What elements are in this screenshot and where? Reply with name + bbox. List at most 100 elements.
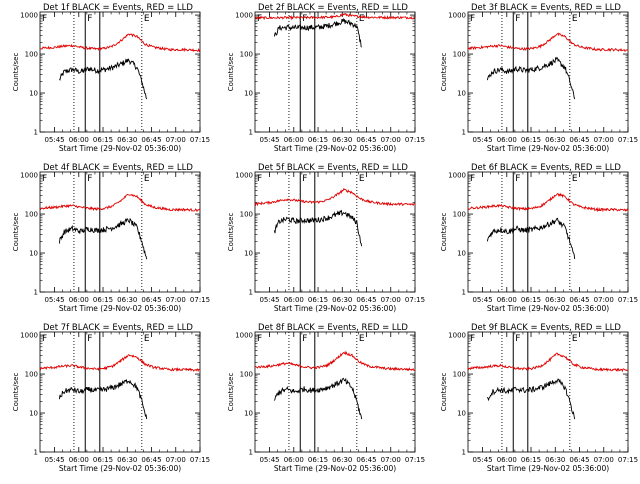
interval-flag: F <box>470 14 475 24</box>
interval-flag: E <box>572 14 578 24</box>
y-tick-label: 1000 <box>20 172 38 180</box>
y-tick-label: 1 <box>34 289 38 297</box>
y-axis-label: Counts/sec <box>12 213 20 252</box>
x-tick-label: 07:00 <box>166 456 186 464</box>
series-line-events <box>58 217 148 260</box>
interval-flag: F <box>42 334 47 344</box>
y-axis-label: Counts/sec <box>440 53 448 92</box>
x-tick-label: 07:00 <box>381 456 401 464</box>
interval-flag: E <box>144 334 150 344</box>
plot-frame <box>39 331 201 453</box>
x-tick-label: 06:00 <box>284 456 304 464</box>
y-tick-label: 1000 <box>448 12 466 20</box>
series-line-lld <box>39 193 201 212</box>
y-axis-label: Counts/sec <box>12 53 20 92</box>
interval-flag: F <box>302 14 307 24</box>
x-tick-label: 06:45 <box>356 136 376 144</box>
y-axis-label: Counts/sec <box>227 53 235 92</box>
x-tick-label: 06:00 <box>497 296 517 304</box>
x-axis-label: Start Time (29-Nov-02 05:36:00) <box>59 144 181 153</box>
series-line-events <box>273 209 363 247</box>
plot-frame <box>254 171 416 293</box>
y-tick-label: 1000 <box>20 12 38 20</box>
interval-flag: F <box>302 334 307 344</box>
x-tick-label: 06:00 <box>497 456 517 464</box>
series-line-lld <box>254 12 416 21</box>
x-tick-label: 05:45 <box>259 296 279 304</box>
x-tick-label: 05:45 <box>44 136 64 144</box>
series-line-events <box>273 377 363 420</box>
series-line-lld <box>254 187 416 207</box>
x-tick-label: 07:15 <box>190 136 210 144</box>
y-tick-label: 1000 <box>448 172 466 180</box>
series-line-lld <box>39 354 201 373</box>
y-axis-label: Counts/sec <box>12 373 20 412</box>
y-tick-label: 1 <box>462 129 466 137</box>
x-tick-label: 06:30 <box>332 456 352 464</box>
x-tick-label: 06:45 <box>356 296 376 304</box>
x-axis-label: Start Time (29-Nov-02 05:36:00) <box>59 464 181 473</box>
interval-flag: F <box>257 174 262 184</box>
interval-flag: E <box>144 174 150 184</box>
series-line-lld <box>254 350 416 372</box>
plot-frame <box>39 171 201 293</box>
x-tick-label: 06:45 <box>569 296 589 304</box>
x-tick-label: 05:45 <box>472 296 492 304</box>
x-tick-label: 07:15 <box>618 296 638 304</box>
panel-title: Det 1f BLACK = Events, RED = LLD <box>43 3 193 13</box>
y-tick-label: 100 <box>240 371 253 379</box>
interval-flag: F <box>87 14 92 24</box>
x-tick-label: 06:15 <box>521 456 541 464</box>
x-tick-label: 06:15 <box>308 136 328 144</box>
y-tick-label: 1 <box>249 289 253 297</box>
y-axis-label: Counts/sec <box>440 213 448 252</box>
x-tick-label: 05:45 <box>44 296 64 304</box>
x-tick-label: 05:45 <box>259 456 279 464</box>
interval-flag: F <box>515 14 520 24</box>
series-line-lld <box>39 33 201 53</box>
x-tick-label: 05:45 <box>472 136 492 144</box>
y-tick-label: 10 <box>457 250 466 258</box>
x-tick-label: 06:00 <box>284 296 304 304</box>
x-tick-label: 06:00 <box>69 456 89 464</box>
x-tick-label: 06:00 <box>69 136 89 144</box>
interval-flag: F <box>470 174 475 184</box>
x-axis-label: Start Time (29-Nov-02 05:36:00) <box>487 304 609 313</box>
x-tick-label: 06:15 <box>308 296 328 304</box>
y-tick-label: 1 <box>34 449 38 457</box>
y-tick-label: 100 <box>240 211 253 219</box>
panel-title: Det 3f BLACK = Events, RED = LLD <box>471 3 621 13</box>
panel-title: Det 6f BLACK = Events, RED = LLD <box>471 163 621 173</box>
y-tick-label: 100 <box>25 371 38 379</box>
y-tick-label: 100 <box>25 51 38 59</box>
x-tick-label: 06:30 <box>545 296 565 304</box>
y-tick-label: 10 <box>29 90 38 98</box>
interval-flag: E <box>572 334 578 344</box>
series-line-events <box>273 17 362 48</box>
y-tick-label: 1 <box>462 449 466 457</box>
detector-panel-6: Det 6f BLACK = Events, RED = LLD 1 10 100 10… <box>440 163 638 313</box>
series-line-events <box>58 379 148 420</box>
x-tick-label: 07:15 <box>618 456 638 464</box>
y-tick-label: 1000 <box>235 332 253 340</box>
detector-panel-8: Det 8f BLACK = Events, RED = LLD 1 10 100 10… <box>227 323 425 473</box>
x-tick-label: 06:00 <box>497 136 517 144</box>
x-tick-label: 07:15 <box>190 296 210 304</box>
series-line-events <box>59 58 148 100</box>
series-line-events <box>486 56 576 100</box>
interval-flag: E <box>359 174 365 184</box>
y-tick-label: 100 <box>240 51 253 59</box>
panel-title: Det 2f BLACK = Events, RED = LLD <box>258 3 408 13</box>
x-tick-label: 06:30 <box>332 136 352 144</box>
y-tick-label: 1 <box>249 129 253 137</box>
x-tick-label: 06:15 <box>308 456 328 464</box>
interval-flag: F <box>470 334 475 344</box>
x-tick-label: 06:15 <box>521 136 541 144</box>
y-tick-label: 10 <box>29 410 38 418</box>
x-tick-label: 07:15 <box>405 296 425 304</box>
x-tick-label: 06:00 <box>69 296 89 304</box>
y-tick-label: 10 <box>244 90 253 98</box>
series-line-lld <box>467 192 629 213</box>
detector-panel-4: Det 4f BLACK = Events, RED = LLD 1 10 100 10… <box>12 163 210 313</box>
